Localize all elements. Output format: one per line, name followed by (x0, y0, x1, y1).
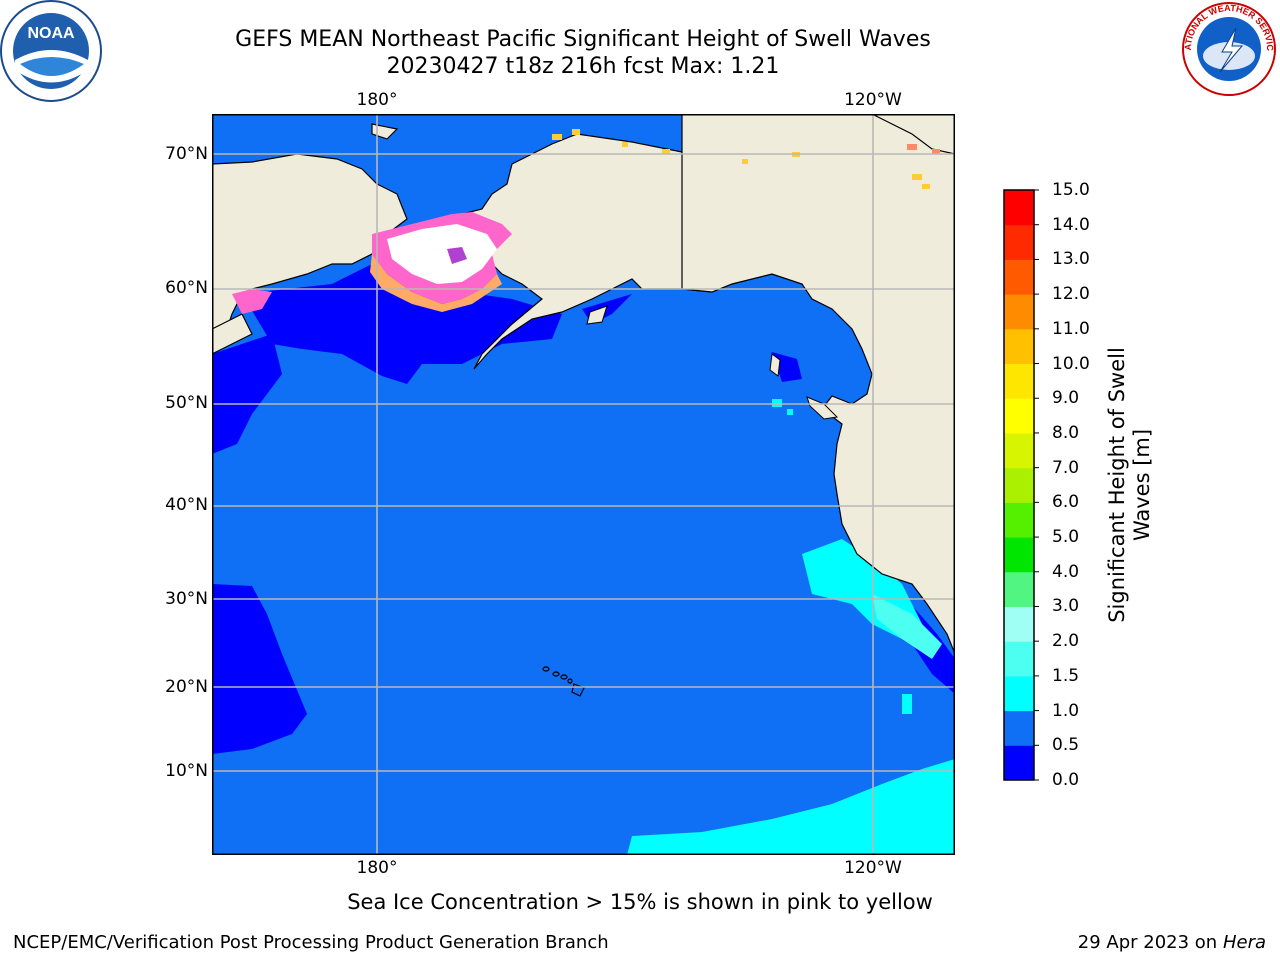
footer-date: 29 Apr 2023 on Hera (1078, 932, 1266, 953)
colorbar-segment (1004, 641, 1034, 677)
colorbar-tick-label: 12.0 (1052, 284, 1090, 305)
colorbar-tick-label: 10.0 (1052, 353, 1090, 374)
colorbar-tick-label: 8.0 (1052, 422, 1080, 443)
moderate-swell-region-ca2 (872, 594, 942, 659)
colorbar-tick-label: 1.0 (1052, 700, 1080, 721)
colorbar-segment (1004, 675, 1034, 712)
colorbar-segment (1004, 606, 1034, 642)
colorbar-tick-label: 2.0 (1052, 631, 1080, 652)
colorbar-segment (1004, 398, 1034, 434)
lat-tick-40n: 40°N (165, 495, 208, 515)
colorbar-label-line2: Waves [m] (1130, 428, 1154, 542)
lat-tick-60n: 60°N (165, 278, 208, 298)
colorbar-label-line1: Significant Height of Swell (1105, 347, 1129, 623)
colorbar-tick-label: 4.0 (1052, 561, 1080, 582)
lat-tick-10n: 10°N (165, 761, 208, 781)
nws-logo: NATIONAL WEATHER SERVICE (1176, 0, 1280, 100)
footer-machine: Hera (1222, 932, 1266, 953)
lat-tick-20n: 20°N (165, 677, 208, 697)
colorbar-tick-label: 13.0 (1052, 249, 1090, 270)
low-swell-region-west (212, 584, 307, 754)
colorbar-tick-label: 0.5 (1052, 735, 1080, 756)
colorbar-segment (1004, 363, 1034, 399)
colorbar-segment (1004, 467, 1034, 503)
colorbar-tick-label: 7.0 (1052, 457, 1080, 478)
colorbar-segment (1004, 745, 1034, 781)
colorbar (1002, 188, 1042, 782)
colorbar-segment (1004, 571, 1034, 607)
colorbar-tick-label: 6.0 (1052, 492, 1080, 513)
lon-tick-top-180: 180° (356, 90, 398, 110)
colorbar-tick-label: 0.0 (1052, 770, 1080, 790)
map-title-line1: GEFS MEAN Northeast Pacific Significant … (235, 27, 931, 52)
colorbar-tick-label: 3.0 (1052, 596, 1080, 617)
colorbar-tick-label: 11.0 (1052, 318, 1090, 339)
lat-tick-50n: 50°N (165, 393, 208, 413)
land-siberia (212, 153, 408, 355)
colorbar-tick-label: 14.0 (1052, 214, 1090, 235)
map-title-line2: 20230427 t18z 216h fcst Max: 1.21 (386, 54, 780, 79)
colorbar-segment (1004, 259, 1034, 295)
lon-tick-bottom-120w: 120°W (844, 858, 902, 878)
lat-tick-70n: 70°N (165, 144, 208, 164)
colorbar-label: Significant Height of Swell Waves [m] (1105, 347, 1155, 623)
noaa-logo: NOAA (0, 0, 104, 104)
colorbar-segment (1004, 294, 1034, 330)
colorbar-tick-label: 9.0 (1052, 388, 1080, 409)
colorbar-tick-label: 1.5 (1052, 665, 1080, 686)
land-arctic-islands (822, 114, 955, 155)
lon-tick-bottom-180: 180° (356, 858, 398, 878)
noaa-logo-text: NOAA (27, 25, 75, 42)
lon-tick-top-120w: 120°W (844, 90, 902, 110)
colorbar-tick-label: 15.0 (1052, 180, 1090, 200)
sea-ice-bering-core (387, 224, 497, 284)
colorbar-segment (1004, 224, 1034, 260)
colorbar-segment (1004, 328, 1034, 365)
graticule (212, 114, 955, 855)
colorbar-segment (1004, 537, 1034, 573)
colorbar-tick-label: 5.0 (1052, 527, 1080, 548)
colorbar-segment (1004, 432, 1034, 469)
lat-tick-30n: 30°N (165, 589, 208, 609)
footer-date-text: 29 Apr 2023 on (1077, 932, 1223, 953)
sea-ice-note: Sea Ice Concentration > 15% is shown in … (347, 890, 933, 914)
colorbar-segment (1004, 502, 1034, 538)
colorbar-segment (1004, 710, 1034, 746)
map-panel (212, 114, 955, 855)
colorbar-segment (1004, 190, 1034, 226)
low-swell-region-nw (212, 334, 282, 454)
footer-credit: NCEP/EMC/Verification Post Processing Pr… (13, 932, 609, 953)
